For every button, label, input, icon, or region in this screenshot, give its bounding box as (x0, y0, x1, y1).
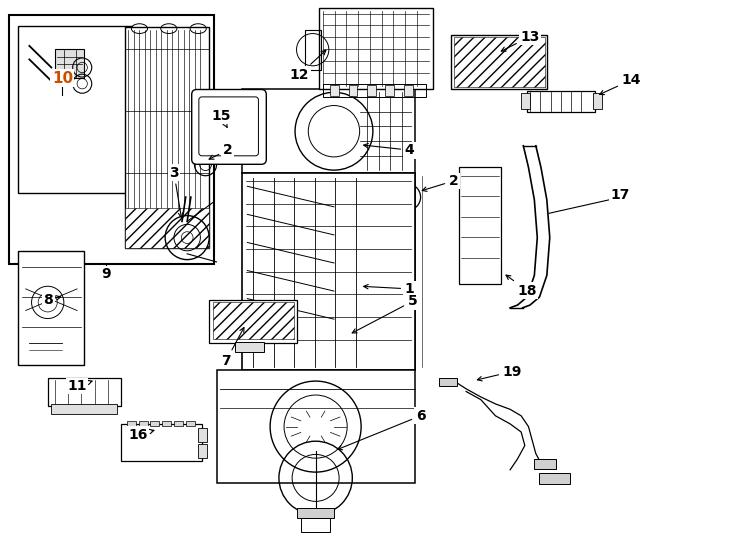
Text: 17: 17 (611, 188, 630, 202)
Bar (534, 459, 556, 469)
Bar (198, 428, 207, 442)
Bar (125, 27, 209, 248)
Text: 15: 15 (211, 109, 230, 127)
Bar (121, 424, 202, 461)
Bar (230, 108, 248, 130)
Text: 6: 6 (338, 409, 426, 450)
Text: 7: 7 (221, 328, 244, 368)
Bar (9, 15, 214, 264)
Text: 2: 2 (422, 174, 459, 191)
Bar (330, 85, 339, 96)
Text: 9: 9 (101, 267, 112, 281)
Text: 1: 1 (363, 282, 415, 296)
Text: 10: 10 (52, 71, 73, 86)
FancyBboxPatch shape (199, 97, 258, 156)
Bar (213, 302, 294, 339)
Bar (527, 91, 595, 112)
Bar (319, 8, 433, 89)
Bar (55, 49, 84, 78)
Bar (209, 300, 297, 343)
Bar (349, 85, 357, 96)
Text: 2: 2 (209, 143, 233, 159)
Bar (48, 378, 121, 406)
Text: 3: 3 (169, 166, 183, 218)
Bar (217, 370, 415, 483)
Bar (198, 444, 207, 458)
Bar (593, 93, 602, 109)
Bar (139, 421, 148, 426)
Bar (297, 508, 334, 518)
Text: 11: 11 (68, 379, 92, 393)
Bar (125, 208, 209, 248)
Bar (18, 26, 132, 193)
Bar (539, 472, 570, 484)
Bar (305, 30, 321, 70)
Bar (451, 35, 547, 89)
FancyBboxPatch shape (192, 90, 266, 164)
Bar (454, 37, 545, 87)
Bar (186, 421, 195, 426)
Bar (439, 378, 457, 386)
Text: 14: 14 (600, 73, 641, 94)
Bar (242, 173, 415, 370)
Text: 8: 8 (43, 293, 61, 307)
Bar (208, 108, 226, 130)
Bar (162, 421, 171, 426)
Text: 16: 16 (128, 428, 154, 442)
Bar (235, 342, 264, 352)
Bar (521, 93, 530, 109)
Text: 19: 19 (477, 364, 522, 381)
Text: 18: 18 (506, 275, 537, 298)
Bar (242, 89, 415, 173)
Text: 5: 5 (352, 294, 418, 333)
Bar (301, 518, 330, 532)
Bar (323, 84, 426, 97)
Bar (459, 167, 501, 284)
Bar (367, 85, 376, 96)
Text: 13: 13 (501, 30, 539, 51)
Text: 12: 12 (290, 50, 326, 82)
Bar (51, 404, 117, 414)
Bar (174, 421, 183, 426)
Text: 4: 4 (363, 143, 415, 157)
Bar (404, 85, 413, 96)
Bar (385, 85, 394, 96)
Bar (127, 421, 136, 426)
Bar (18, 251, 84, 364)
Bar (150, 421, 159, 426)
